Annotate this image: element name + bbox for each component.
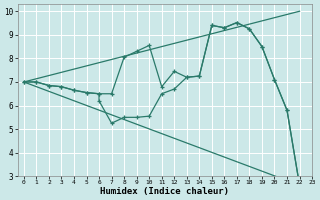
- X-axis label: Humidex (Indice chaleur): Humidex (Indice chaleur): [100, 187, 229, 196]
